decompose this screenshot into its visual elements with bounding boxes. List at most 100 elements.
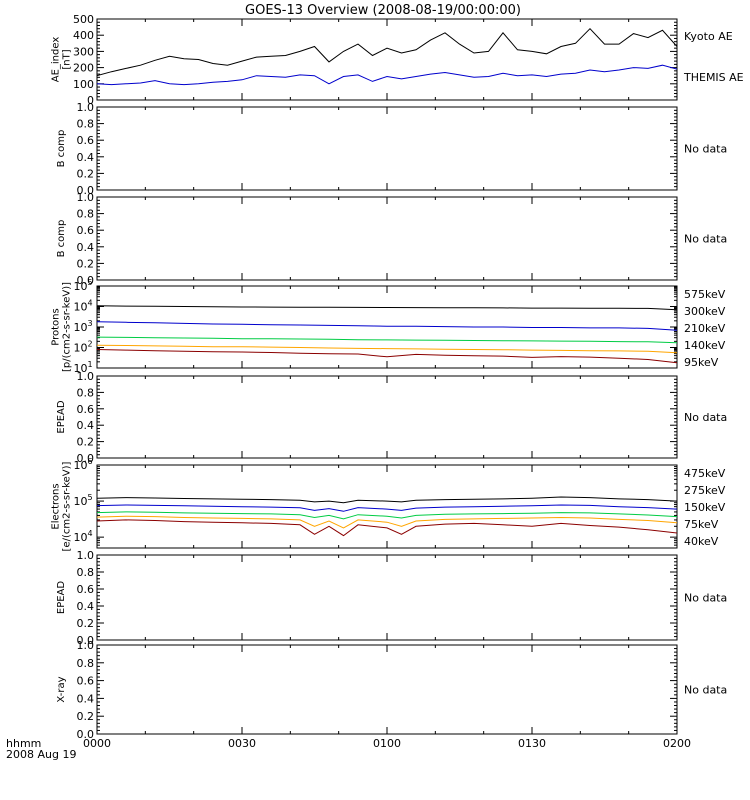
y-tick-label: 0: [87, 94, 94, 107]
panel-frame: [96, 464, 678, 549]
y-tick-label: 0.8: [77, 386, 95, 399]
y-tick-label: 0.0: [77, 184, 95, 197]
y-tick-label: 0.6: [77, 583, 95, 596]
panel-5: 0.0 0.2 0.4 0.6 0.8 1.0 EPEAD No data: [56, 370, 727, 465]
panel-legend: Kyoto AE THEMIS AE: [683, 30, 744, 84]
panel-7: 0.0 0.2 0.4 0.6 0.8 1.0 EPEAD No data: [56, 549, 727, 647]
no-data-note: No data: [684, 592, 727, 605]
y-axis-label: AE_index: [51, 37, 62, 83]
series-line: [97, 305, 677, 311]
y-tick-label: 0.4: [77, 241, 95, 254]
y-tick-label: 0.8: [77, 566, 95, 579]
y-tick-label: 0.2: [77, 167, 95, 180]
series-line: [97, 344, 677, 354]
x-tick-label: 0200: [663, 737, 691, 750]
y-tick-label: 300: [73, 45, 94, 58]
y-tick-label: 102: [73, 340, 92, 355]
panel-legend: No data: [684, 233, 727, 246]
y-tick-label: 0.2: [77, 710, 95, 723]
legend-entry: Kyoto AE: [684, 30, 733, 43]
panel-frame: [96, 196, 678, 281]
y-tick-label: 104: [73, 299, 92, 314]
series-line: [97, 519, 677, 537]
series-line: [97, 27, 677, 77]
panel-frame: [96, 18, 678, 101]
y-tick-label: 0.6: [77, 224, 95, 237]
no-data-note: No data: [684, 143, 727, 156]
panel-frame: [96, 554, 678, 641]
panel-legend: No data: [684, 592, 727, 605]
legend-entry: 140keV: [684, 339, 726, 352]
y-tick-label: 0.6: [77, 675, 95, 688]
panel-frame: [96, 375, 678, 459]
panel-legend: No data: [684, 411, 727, 424]
y-tick-label: 1.0: [77, 191, 95, 204]
no-data-note: No data: [684, 411, 727, 424]
series-line: [97, 321, 677, 331]
y-tick-label: 0.0: [77, 728, 95, 741]
series-line: [97, 64, 677, 86]
series-line: [97, 515, 677, 529]
y-tick-label: 400: [73, 29, 94, 42]
no-data-note: No data: [684, 233, 727, 246]
x-tick-label: 0130: [518, 737, 546, 750]
panel-legend: No data: [684, 143, 727, 156]
y-tick-label: 1.0: [77, 370, 95, 383]
y-tick-label: 0.4: [77, 692, 95, 705]
panel-legend: 575keV 300keV 210keV 140keV 95keV: [684, 288, 726, 369]
legend-entry: 275keV: [684, 484, 726, 497]
y-tick-label: 101: [73, 360, 92, 375]
panel-2: 0.0 0.2 0.4 0.6 0.8 1.0 B comp No data: [56, 101, 727, 197]
panel-1: 0 100 200 300 400 500 AE_index [nT] Kyoto AE THEM…: [51, 13, 744, 107]
y-tick-label: 0.8: [77, 118, 95, 131]
y-tick-label: 0.2: [77, 617, 95, 630]
y-axis-label: EPEAD: [56, 400, 67, 434]
panel-6: 104 105 106 Electrons [e/(cm2-s-sr-keV)] 475k…: [51, 457, 726, 551]
x-axis: hhmm 2008 Aug 19 0000 0030 0100 0130 0200: [6, 737, 691, 761]
legend-entry: 75keV: [684, 518, 719, 531]
y-tick-label: 106: [73, 457, 92, 472]
legend-entry: 300keV: [684, 305, 726, 318]
y-tick-label: 1.0: [77, 101, 95, 114]
y-tick-label: 0.2: [77, 257, 95, 270]
y-tick-label: 1.0: [77, 549, 95, 562]
legend-entry: THEMIS AE: [683, 71, 744, 84]
panel-8: 0.0 0.2 0.4 0.6 0.8 1.0 X-ray No data: [56, 639, 727, 741]
panel-4: 101 102 103 104 105 Protons [p/(cm2-s-sr-keV)]…: [51, 278, 726, 375]
legend-entry: 95keV: [684, 356, 719, 369]
y-tick-label: 0.4: [77, 600, 95, 613]
y-tick-label: 0.8: [77, 208, 95, 221]
legend-entry: 210keV: [684, 322, 726, 335]
y-axis-label: [p/(cm2-s-sr-keV)]: [62, 282, 73, 372]
y-tick-label: 0.6: [77, 134, 95, 147]
y-axis-label: X-ray: [56, 676, 67, 702]
x-axis-label-hhmm: hhmm: [6, 737, 41, 750]
chart-title: GOES-13 Overview (2008-08-19/00:00:00): [245, 3, 521, 18]
y-tick-label: 0.6: [77, 403, 95, 416]
y-axis-label: [nT]: [62, 49, 73, 69]
y-axis-label: [e/(cm2-s-sr-keV)]: [62, 461, 73, 551]
y-tick-label: 104: [73, 529, 92, 544]
y-tick-label: 103: [73, 319, 92, 334]
y-tick-label: 0.4: [77, 151, 95, 164]
y-tick-label: 105: [73, 493, 92, 508]
series-line: [97, 336, 677, 344]
series-line: [97, 349, 677, 364]
panel-frame: [96, 285, 678, 369]
legend-entry: 40keV: [684, 535, 719, 548]
y-axis-label: EPEAD: [56, 581, 67, 615]
y-tick-label: 0.4: [77, 419, 95, 432]
y-axis-label: B comp: [56, 220, 67, 258]
y-tick-label: 0.0: [77, 452, 95, 465]
y-tick-label: 1.0: [77, 639, 95, 652]
panel-3: 0.0 0.2 0.4 0.6 0.8 1.0 B comp No data: [56, 191, 727, 287]
panel-legend: 475keV 275keV 150keV 75keV 40keV: [684, 467, 726, 548]
y-axis-label: B comp: [56, 130, 67, 168]
y-tick-label: 100: [73, 78, 94, 91]
legend-entry: 475keV: [684, 467, 726, 480]
series-line: [97, 496, 677, 504]
y-tick-label: 105: [73, 278, 92, 293]
y-axis-label: Electrons: [51, 483, 62, 529]
legend-entry: 150keV: [684, 501, 726, 514]
y-tick-label: 0.2: [77, 436, 95, 449]
